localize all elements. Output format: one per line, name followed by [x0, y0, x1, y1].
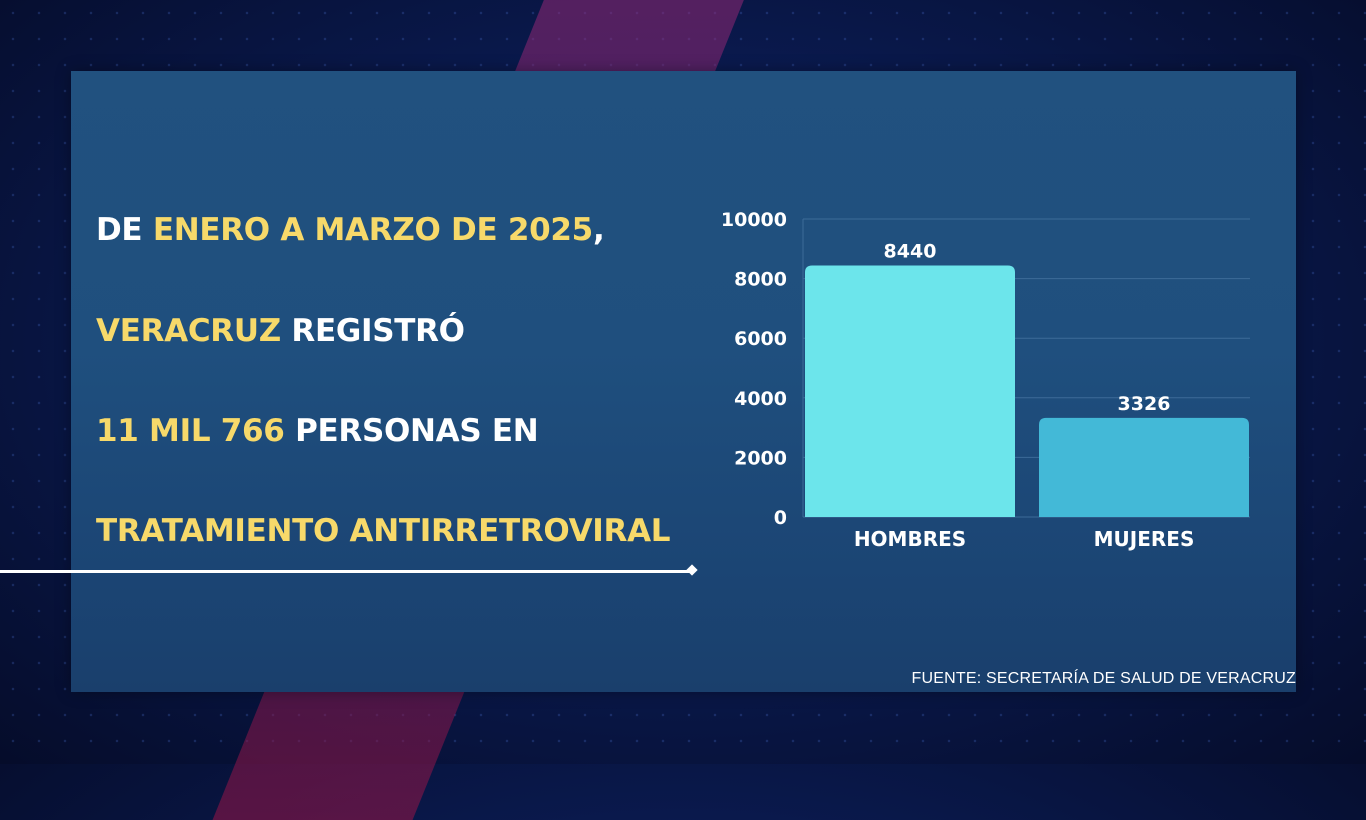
y-tick-label: 6000: [734, 328, 787, 350]
headline-segment: ,: [592, 212, 605, 248]
headline-segment: PERSONAS EN: [284, 413, 539, 449]
x-tick-label: MUJERES: [1094, 527, 1195, 551]
y-tick-label: 8000: [734, 269, 787, 291]
chart-bars: [805, 265, 1249, 517]
headline-line-3: 11 MIL 766 PERSONAS EN: [96, 411, 539, 451]
y-tick-label: 4000: [734, 388, 787, 410]
headline-line-4: TRATAMIENTO ANTIRRETROVIRAL: [96, 511, 671, 551]
y-tick-label: 2000: [734, 447, 787, 469]
headline-segment: TRATAMIENTO ANTIRRETROVIRAL: [96, 513, 671, 549]
chart-x-ticks: HOMBRES MUJERES: [854, 527, 1195, 551]
divider-line: [0, 570, 690, 573]
bar-mujeres: [1039, 417, 1249, 517]
source-note: FUENTE: SECRETARÍA DE SALUD DE VERACRUZ: [911, 670, 1296, 687]
headline-segment: REGISTRÓ: [280, 313, 465, 349]
headline-segment: VERACRUZ: [96, 313, 281, 349]
data-label: 3326: [1118, 393, 1171, 415]
chart-y-ticks: 0 2000 4000 6000 8000 10000: [721, 209, 787, 529]
bar-chart: 0 2000 4000 6000 8000 10000 8440 3326 HOMBRES M…: [721, 209, 1250, 551]
x-tick-label: HOMBRES: [854, 527, 966, 551]
headline-segment: ENERO A MARZO DE 2025: [152, 212, 593, 248]
headline-segment: 11 MIL 766: [96, 413, 285, 449]
headline-line-2: VERACRUZ REGISTRÓ: [96, 311, 465, 351]
headline-line-1: DE ENERO A MARZO DE 2025,: [96, 210, 605, 250]
y-tick-label: 0: [774, 507, 787, 529]
bar-hombres: [805, 265, 1015, 517]
chart-data-labels: 8440 3326: [884, 240, 1171, 414]
y-tick-label: 10000: [721, 209, 787, 231]
data-label: 8440: [884, 240, 937, 262]
headline-segment: DE: [96, 212, 153, 248]
infographic-panel: [71, 71, 1296, 692]
